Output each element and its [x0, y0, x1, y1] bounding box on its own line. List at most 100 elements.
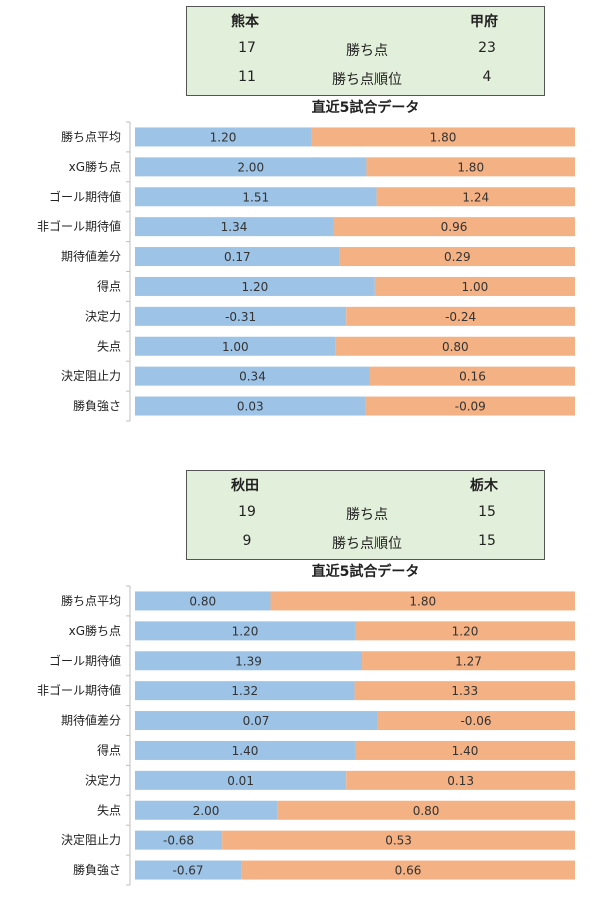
away-bar — [377, 711, 575, 731]
away-data-label: 0.66 — [395, 864, 422, 878]
away-data-label: 1.00 — [462, 280, 489, 294]
away-data-label: 0.80 — [413, 804, 440, 818]
home-data-label: 1.39 — [235, 654, 262, 668]
category-label: xG勝ち点 — [69, 623, 121, 638]
away-data-label: 0.96 — [441, 220, 468, 234]
home-bar — [135, 396, 366, 416]
away-points: 23 — [478, 40, 496, 56]
category-label: 失点 — [97, 338, 121, 353]
away-data-label: 0.53 — [385, 834, 412, 848]
category-label: 期待値差分 — [61, 249, 121, 264]
away-bar — [354, 681, 575, 701]
home-bar — [135, 621, 355, 641]
away-data-label: 1.33 — [451, 684, 478, 698]
section-title: 直近5試合データ — [311, 100, 420, 116]
category-label: 非ゴール期待値 — [37, 683, 121, 698]
away-data-label: -0.09 — [455, 400, 486, 414]
home-bar — [135, 187, 377, 207]
away-bar — [335, 336, 575, 356]
away-bar — [376, 187, 575, 207]
home-bar — [135, 740, 355, 760]
home-data-label: 0.03 — [237, 400, 264, 414]
home-data-label: 1.20 — [210, 130, 237, 144]
home-bar — [135, 276, 375, 296]
away-bar — [365, 396, 575, 416]
category-label: 勝負強さ — [73, 398, 121, 413]
comparison-bar-chart: 勝ち点平均 1.20 1.80 xG勝ち点 2.00 1.80 ゴール期待値 1.51 1.24… — [37, 121, 575, 422]
home-bar — [135, 770, 347, 790]
away-bar — [333, 217, 575, 237]
category-label: ゴール期待値 — [49, 189, 121, 204]
home-bar — [135, 681, 355, 701]
category-label: 決定力 — [85, 772, 121, 787]
team-comparison-box: 秋田 栃木 19 勝ち点 15 9 勝ち点順位 15 — [186, 470, 545, 560]
away-team-name: 甲府 — [470, 14, 498, 30]
category-label: 決定力 — [85, 308, 121, 323]
home-data-label: 2.00 — [193, 804, 220, 818]
home-bar — [135, 157, 367, 177]
section-title: 直近5試合データ — [311, 564, 420, 580]
away-data-label: 1.24 — [462, 190, 489, 204]
category-label: ゴール期待値 — [49, 653, 121, 668]
away-data-label: 0.13 — [447, 774, 474, 788]
home-bar — [135, 127, 311, 147]
match-panel-1: 熊本 甲府 17 勝ち点 23 11 勝ち点順位 4 直近5試合データ 勝ち点平… — [0, 0, 593, 440]
home-data-label: -0.67 — [172, 864, 203, 878]
away-data-label: -0.06 — [460, 714, 491, 728]
home-data-label: 0.34 — [239, 370, 266, 384]
home-data-label: 1.20 — [242, 280, 269, 294]
away-team-name: 栃木 — [470, 478, 498, 494]
away-rank: 15 — [478, 533, 496, 549]
away-data-label: 1.80 — [430, 130, 457, 144]
match-panel-2: 秋田 栃木 19 勝ち点 15 9 勝ち点順位 15 直近5試合データ 勝ち点平… — [0, 464, 593, 904]
away-data-label: 0.16 — [459, 370, 486, 384]
away-data-label: 1.27 — [455, 654, 482, 668]
away-bar — [270, 591, 575, 611]
away-bar — [222, 830, 575, 850]
away-data-label: 1.80 — [409, 594, 436, 608]
home-data-label: 1.51 — [242, 190, 269, 204]
away-bar — [355, 621, 575, 641]
away-bar — [277, 800, 575, 820]
rank-label: 勝ち点順位 — [332, 72, 402, 88]
team-comparison-box: 熊本 甲府 17 勝ち点 23 11 勝ち点順位 4 — [186, 6, 545, 96]
category-label: 勝ち点平均 — [61, 129, 121, 144]
away-bar — [366, 157, 575, 177]
home-bar — [135, 306, 347, 326]
home-bar — [135, 800, 278, 820]
home-bar — [135, 651, 363, 671]
away-bar — [346, 306, 575, 326]
away-data-label: -0.24 — [445, 310, 476, 324]
category-label: 決定阻止力 — [61, 832, 121, 847]
home-data-label: 1.40 — [232, 744, 259, 758]
home-bar — [135, 336, 336, 356]
away-bar — [241, 860, 576, 880]
home-rank: 11 — [238, 69, 256, 85]
away-bar — [369, 366, 575, 386]
home-bar — [135, 860, 242, 880]
home-bar — [135, 217, 333, 237]
away-bar — [346, 770, 575, 790]
category-label: 得点 — [97, 278, 121, 293]
away-bar — [374, 276, 575, 296]
home-data-label: 1.00 — [222, 340, 249, 354]
home-team-name: 秋田 — [231, 478, 259, 494]
home-data-label: 0.80 — [189, 594, 216, 608]
comparison-bar-chart: 勝ち点平均 0.80 1.80 xG勝ち点 1.20 1.20 ゴール期待値 1.39 1.27… — [37, 585, 576, 886]
away-bar — [355, 740, 575, 760]
away-data-label: 1.80 — [457, 160, 484, 174]
away-data-label: 0.29 — [444, 250, 471, 264]
home-bar — [135, 366, 370, 386]
home-bar — [135, 711, 377, 731]
category-label: 非ゴール期待値 — [37, 219, 121, 234]
points-label: 勝ち点 — [346, 43, 388, 59]
away-data-label: 1.40 — [452, 744, 479, 758]
rank-label: 勝ち点順位 — [332, 536, 402, 552]
home-points: 19 — [238, 504, 256, 520]
away-rank: 4 — [482, 69, 492, 85]
home-data-label: 1.32 — [231, 684, 258, 698]
home-rank: 9 — [242, 533, 252, 549]
category-label: 期待値差分 — [61, 713, 121, 728]
category-label: 決定阻止力 — [61, 368, 121, 383]
away-data-label: 0.80 — [442, 340, 469, 354]
